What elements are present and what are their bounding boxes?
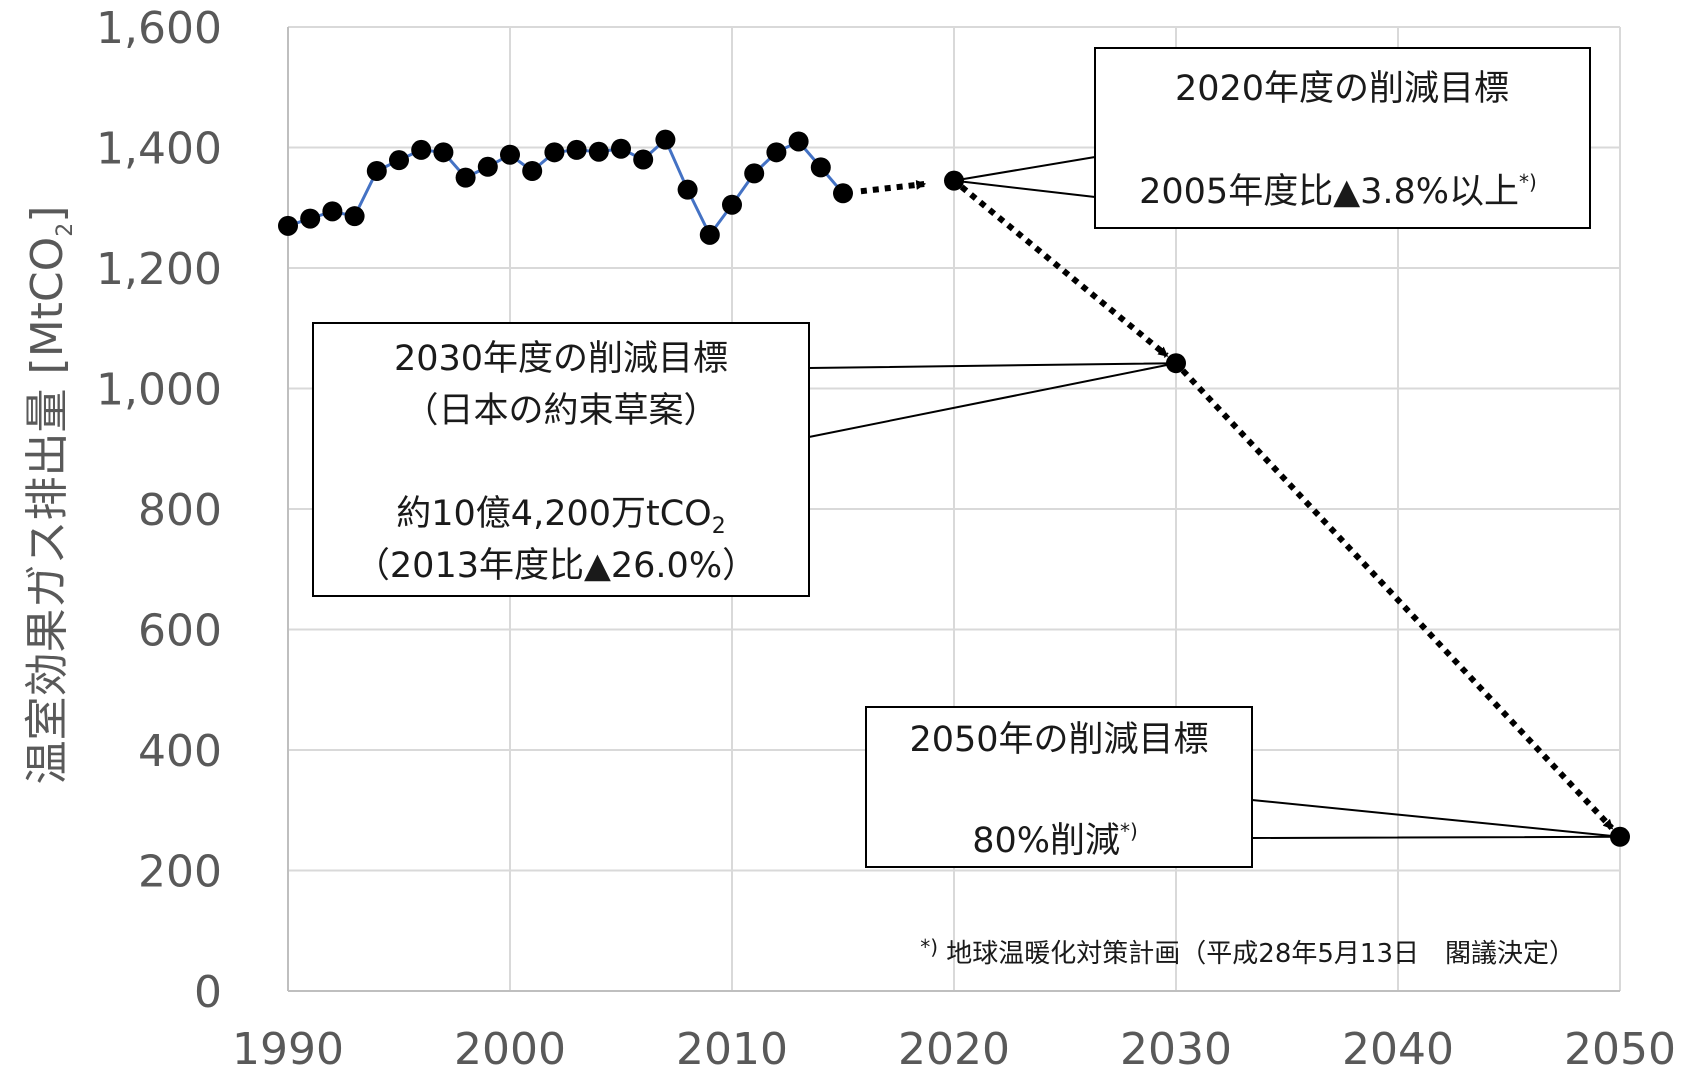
y-tick-label: 1,200	[96, 244, 222, 295]
series	[278, 129, 1630, 847]
emission-point	[366, 160, 387, 181]
target-trajectory-arrow	[860, 179, 927, 195]
callout-2020-value: 2005年度比▲3.8%以上*)	[1139, 170, 1537, 212]
x-tick-label: 2020	[898, 1024, 1010, 1075]
y-tick-label: 400	[138, 726, 222, 777]
callout-2050-leader	[1251, 799, 1621, 839]
emission-point	[744, 163, 765, 184]
emission-point	[411, 139, 432, 160]
emission-point	[389, 150, 409, 171]
emission-point	[588, 141, 609, 162]
callout-2030-box	[312, 322, 810, 597]
callout-2020-title: 2020年度の削減目標	[1175, 69, 1509, 109]
emission-point	[522, 160, 543, 181]
callout-2020-leader	[953, 156, 1096, 198]
callout-2050-title: 2050年の削減目標	[909, 720, 1208, 760]
target-trajectory-arrow	[959, 184, 1169, 358]
y-tick-label: 800	[138, 485, 222, 536]
emission-point	[699, 224, 720, 245]
target-point	[1166, 353, 1186, 374]
x-tick-label: 2000	[454, 1024, 566, 1075]
callout-2020-target: 2020年度の削減目標 2005年度比▲3.8%以上*)	[1094, 47, 1591, 229]
callout-2030-title: 2030年度の削減目標	[394, 339, 728, 379]
callout-2030-amount: 約10億4,200万tCO2	[396, 494, 725, 539]
x-tick-label: 2030	[1120, 1024, 1232, 1075]
callout-2020-box	[1094, 47, 1591, 229]
x-tick-label: 2010	[676, 1024, 788, 1075]
callout-2050-box	[865, 706, 1253, 868]
emission-point	[278, 215, 298, 236]
callout-2030-subtitle: （日本の約束草案）	[403, 391, 718, 431]
y-tick-label: 1,600	[96, 3, 222, 54]
emission-point	[300, 208, 321, 229]
emission-point	[722, 194, 742, 215]
emission-point	[544, 142, 565, 163]
emission-point	[500, 144, 520, 165]
callout-2050-value: 80%削減*)	[972, 819, 1138, 861]
callout-2050-target: 2050年の削減目標 80%削減*)	[865, 706, 1253, 868]
emission-point	[433, 142, 454, 163]
emission-point	[344, 206, 365, 227]
y-tick-label: 1,400	[96, 124, 222, 175]
y-tick-labels: 0 200 400 600 800 1,000 1,200 1,400 1,600	[96, 3, 222, 1018]
y-tick-label: 600	[138, 606, 222, 657]
emission-point	[477, 156, 498, 177]
emission-point	[833, 183, 853, 204]
emission-point	[655, 129, 676, 150]
target-trajectory-arrow	[1180, 368, 1614, 831]
emission-point	[810, 157, 831, 178]
target-point	[944, 170, 964, 191]
callout-2030-ratio: （2013年度比▲26.0%）	[355, 546, 757, 586]
footnote: *) 地球温暖化対策計画（平成28年5月13日 閣議決定）	[920, 935, 1575, 969]
y-axis-title: 温室効果ガス排出量 [MtCO2]	[22, 206, 78, 785]
x-tick-labels: 1990 2000 2010 2020 2030 2040 2050	[232, 1024, 1676, 1075]
callout-2030-target: 2030年度の削減目標 （日本の約束草案） 約10億4,200万tCO2 （20…	[312, 322, 810, 597]
emission-point	[566, 139, 587, 160]
emission-point	[766, 142, 787, 163]
emission-point	[611, 138, 631, 159]
target-point	[1610, 826, 1630, 847]
x-tick-label: 2050	[1564, 1024, 1676, 1075]
emission-point	[788, 131, 809, 152]
x-tick-label: 2040	[1342, 1024, 1454, 1075]
emission-point	[677, 179, 698, 200]
y-tick-label: 0	[194, 967, 222, 1018]
emission-point	[633, 149, 654, 170]
axes	[287, 27, 1620, 992]
historical-emissions-line	[287, 137, 845, 238]
callout-2030-leader	[808, 362, 1177, 438]
x-tick-label: 1990	[232, 1024, 344, 1075]
y-tick-label: 200	[138, 847, 222, 898]
y-tick-label: 1,000	[96, 365, 222, 416]
emission-point	[322, 201, 343, 222]
emission-point	[455, 167, 476, 188]
